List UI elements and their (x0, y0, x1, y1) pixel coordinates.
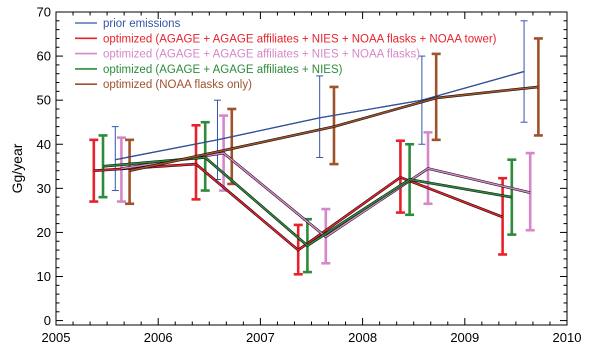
legend-label: optimized (AGAGE + AGAGE affiliates + NI… (103, 33, 497, 45)
legend-label: optimized (AGAGE + AGAGE affiliates + NI… (103, 64, 343, 76)
y-tick-label: 0 (44, 313, 51, 328)
x-axis: 2005 2006 2007 2008 2009 2010 (42, 12, 582, 345)
y-tick-label: 70 (37, 5, 51, 20)
y-tick-label: 60 (37, 49, 51, 64)
x-tick-label: 2007 (246, 330, 275, 345)
series-line (115, 70, 525, 161)
legend-label: optimized (AGAGE + AGAGE affiliates + NI… (103, 49, 420, 61)
x-tick-label: 2005 (42, 330, 71, 345)
series-line (129, 86, 539, 172)
y-axis: 0 10 20 30 40 50 60 70 (37, 5, 567, 328)
x-tick-label: 2006 (144, 330, 173, 345)
x-tick-label: 2009 (450, 330, 479, 345)
y-axis-label: Gg/year (9, 143, 25, 193)
axis-layer: 2005 2006 2007 2008 2009 2010 0 10 20 30 40 50 60 70… (9, 5, 581, 346)
x-tick-label: 2010 (553, 330, 582, 345)
legend-label: prior emissions (103, 18, 181, 30)
y-tick-label: 50 (37, 93, 51, 108)
y-tick-label: 20 (37, 225, 51, 240)
series-line (93, 163, 503, 252)
y-tick-label: 40 (37, 137, 51, 152)
y-tick-label: 10 (37, 269, 51, 284)
y-tick-label: 30 (37, 181, 51, 196)
legend-label: optimized (NOAA flasks only) (103, 79, 252, 91)
line-layer (93, 70, 539, 252)
x-tick-label: 2008 (348, 330, 377, 345)
legend: prior emissions optimized (AGAGE + AGAGE … (75, 18, 497, 91)
